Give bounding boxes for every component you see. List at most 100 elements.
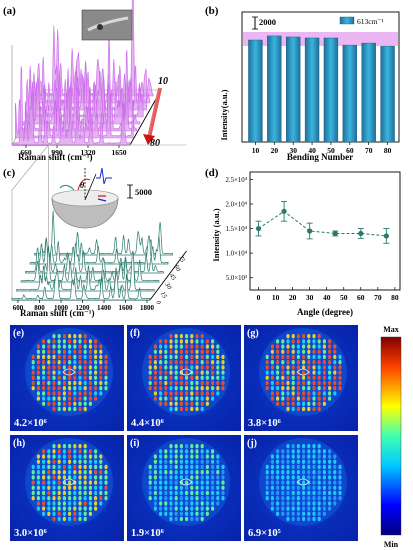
panel-b-x-tick-label: 50: [327, 146, 335, 155]
panel-b-x-tick-label: 70: [365, 146, 373, 155]
panel-b-legend-swatch: [339, 16, 355, 25]
panel-a-x-ticks: 660 990 1320 1650: [20, 145, 127, 157]
map-intensity-label: 3.0×10⁶: [14, 528, 47, 539]
map-center-mark: [62, 478, 76, 486]
panel-d-point: [332, 230, 338, 237]
panel-b-x-tick-label: 20: [271, 146, 279, 155]
panel-d-y-label: Intensity (a.u.): [211, 208, 221, 261]
panel-c-depth-axis: [149, 250, 187, 301]
panel-b-highlight-band: [243, 32, 398, 46]
panel-b-scale-bar-label: 2000: [259, 17, 276, 27]
panel-d-y-tick-label: 1.5×10⁴: [226, 226, 248, 233]
colorbar: Max Min: [380, 325, 402, 549]
map-intensity-label: 1.9×10⁶: [131, 528, 164, 539]
map-hotspots: [265, 444, 342, 522]
panel-b-bar: [361, 42, 376, 143]
colorbar-min-label: Min: [384, 540, 399, 549]
panel-label-d: (d): [205, 167, 219, 179]
map-panel-g: (g) 3.8×10⁶: [244, 325, 358, 431]
panel-d: (d) Intensity (a.u.) 5.0×10³ 1.0×10⁴ 1.5×1…: [205, 167, 401, 317]
panel-b-bar: [267, 35, 282, 143]
map-panel-j: (j) 6.9×10⁵: [244, 435, 358, 541]
panel-label-a: (a): [3, 5, 16, 17]
panel-c-depth-tick-label: 15: [159, 291, 169, 301]
map-hotspots: [265, 334, 342, 412]
panel-label-c: (c): [3, 167, 16, 179]
panel-d-y-tick-label: 1.0×10⁴: [226, 251, 248, 258]
panel-d-x-tick-label: 80: [391, 293, 399, 302]
panel-b-x-label: Bending Number: [287, 152, 353, 162]
panel-a: (a) 10 80 660 990 1320 1650 Raman shift (cm…: [3, 0, 168, 162]
panel-a-inset-photo: [81, 9, 133, 41]
panel-b-x-tick-label: 10: [252, 146, 260, 155]
map-hotspots: [31, 444, 108, 522]
panel-c-depth-tick-label: 0: [154, 300, 162, 307]
panel-d-plot-area: [249, 171, 401, 291]
panel-d-x-tick-label: 30: [306, 293, 314, 302]
panel-a-x-label: Raman shift (cm⁻¹): [18, 152, 92, 162]
panel-b-legend-label: 613cm⁻¹: [357, 17, 384, 26]
panel-c-scale-bar: [127, 184, 133, 199]
panel-b-bar: [286, 36, 301, 143]
map-center-mark: [179, 478, 193, 486]
panel-d-point: [255, 225, 262, 232]
panel-d-point: [358, 230, 364, 237]
panel-d-y-tick-label: 2.0×10⁴: [226, 201, 248, 208]
map-panel-f: (f) 4.4×10⁶: [127, 325, 241, 431]
panel-b-scale-bar: [252, 16, 258, 30]
panel-c-spectra: [11, 210, 173, 301]
map-hotspots: [31, 334, 108, 412]
panel-b-bar: [248, 39, 263, 143]
panel-b-x-tick-label: 60: [346, 146, 354, 155]
panel-a-x-tick-label: 1650: [112, 148, 127, 157]
map-intensity-label: 6.9×10⁵: [248, 528, 281, 539]
panel-c-x-ticks: 600 800 1000 1200 1400 1600 1800: [13, 300, 155, 312]
panel-b-bar: [380, 45, 395, 143]
panel-c-depth-tick-label: 30: [163, 281, 173, 292]
panel-d-y-tick-label: 2.5×10⁴: [226, 177, 248, 184]
panel-c-inset-hemisphere: [51, 167, 119, 229]
panel-c-scale-bar-label: 5000: [135, 187, 152, 197]
panel-d-point: [383, 233, 389, 239]
depth-tick-last: 80: [150, 138, 160, 149]
panel-d-y-tick-label: 5.0×10³: [226, 275, 247, 282]
panel-c-x-tick-label: 1600: [119, 304, 134, 312]
panel-c: (c) θ 5000 600 800 1000 1200 1400 1600 1800 01…: [3, 144, 187, 318]
panel-a-x-tick-label: 1320: [81, 148, 96, 157]
panel-d-x-tick-label: 20: [289, 293, 297, 302]
panel-b: (b) Intensity(a.u.) 2000 613cm⁻¹ 10 20 30 4…: [205, 5, 400, 162]
panel-c-angle-symbol: θ: [80, 181, 85, 190]
panel-c-depth-tick-label: 75: [177, 255, 187, 265]
map-intensity-label: 3.8×10⁶: [248, 418, 281, 429]
panel-c-x-tick-label: 1800: [140, 304, 155, 312]
map-panel-e: (e) 4.2×10⁶: [10, 325, 124, 431]
panel-d-y-ticks: 5.0×10³ 1.0×10⁴ 1.5×10⁴ 2.0×10⁴ 2.5×10⁴: [226, 177, 253, 282]
panel-b-x-tick-label: 40: [308, 146, 316, 155]
map-panel-label: (f): [130, 328, 140, 339]
panel-d-x-tick-label: 0: [257, 293, 261, 302]
panel-d-point: [281, 208, 287, 214]
panel-c-depth-tick-label: 60: [172, 264, 182, 274]
panel-c-x-tick-label: 1400: [97, 304, 112, 312]
panel-a-spectra: [11, 0, 154, 146]
panel-c-x-tick-label: 1200: [76, 304, 91, 312]
map-hotspots: [148, 334, 225, 412]
panel-c-x-tick-label: 800: [34, 304, 45, 312]
panel-c-spectrum: [16, 250, 155, 292]
panel-b-bar: [342, 44, 357, 143]
depth-tick-first: 10: [158, 76, 168, 87]
panel-c-depth-tick-label: 45: [168, 273, 178, 283]
panel-d-series: [255, 201, 390, 244]
panel-c-x-tick-label: 600: [13, 304, 24, 312]
map-panel-label: (i): [130, 438, 139, 449]
panel-b-bar: [323, 37, 339, 143]
map-hotspots: [148, 444, 225, 522]
panel-a-spectrum: [11, 66, 131, 146]
map-center-mark: [296, 478, 310, 486]
map-panel-label: (h): [13, 438, 25, 449]
panel-d-x-ticks: 0 10 20 30 40 50 60 70 80: [257, 287, 399, 302]
map-panel-h: (h) 3.0×10⁶: [10, 435, 124, 541]
panel-d-x-tick-label: 60: [357, 293, 365, 302]
